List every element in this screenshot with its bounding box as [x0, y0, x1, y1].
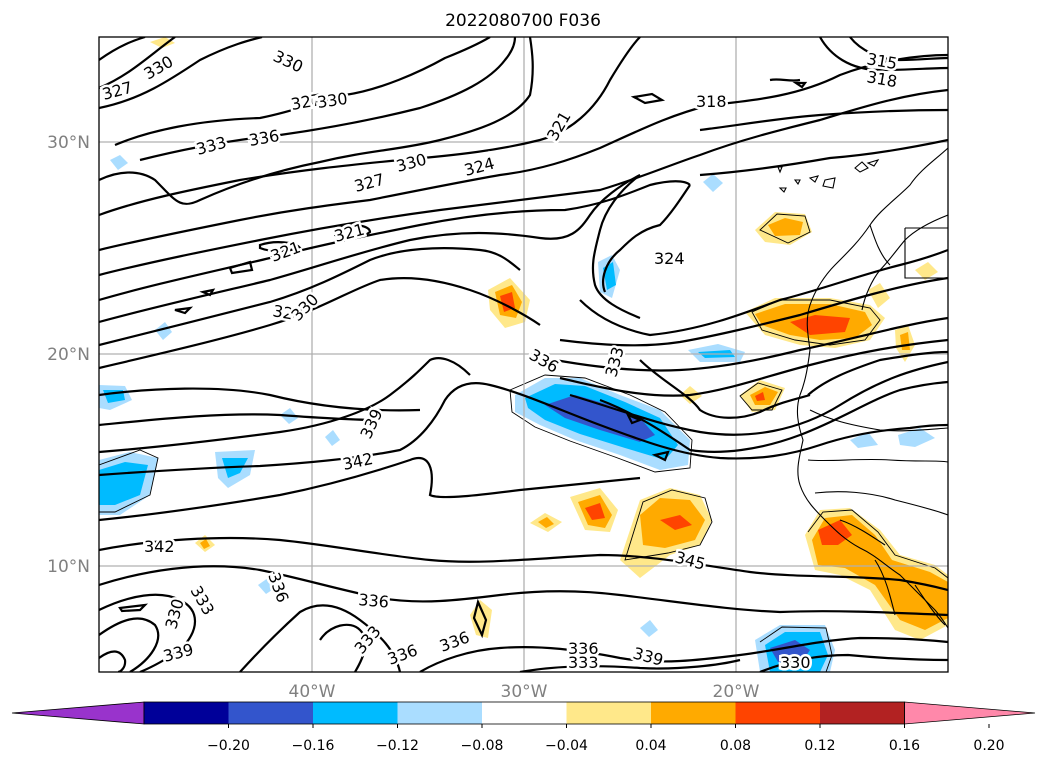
contour-label: 336 — [568, 639, 599, 658]
colorbar-tick-label: 0.08 — [720, 738, 751, 754]
contour-label: 330 — [162, 597, 188, 631]
coastline — [777, 147, 948, 629]
colorbar-segment — [397, 702, 483, 724]
contour-label: 330 — [316, 89, 349, 112]
colorbar-segment — [313, 702, 398, 724]
shaded-regions — [99, 37, 948, 672]
contour-label: 336 — [437, 627, 472, 655]
colorbar-tick-label: −0.20 — [207, 738, 250, 754]
contour-label: 339 — [631, 644, 665, 670]
contour-label: 321 — [332, 220, 366, 246]
lat-tick-label: 30°N — [47, 133, 90, 153]
colorbar-segment — [735, 702, 821, 724]
contour-label: 336 — [358, 590, 390, 612]
contour-label: 327 — [271, 301, 304, 325]
contour-label: 333 — [187, 583, 219, 619]
lon-tick-label: 30°W — [501, 682, 548, 702]
colorbar-extend-low — [11, 701, 145, 725]
lat-tick-label: 20°N — [47, 345, 90, 365]
plot-frame — [98, 36, 949, 673]
contour-label: 318 — [696, 92, 727, 111]
contour-label: 324 — [654, 249, 685, 268]
colorbar-frame — [143, 701, 905, 725]
colorbar: −0.20 −0.16 −0.12 −0.08 −0.04 0.04 0.08 0.12 0.1… — [11, 701, 1036, 754]
contour-label: 336 — [385, 640, 420, 668]
colorbar-segment — [651, 702, 736, 724]
shade-outlines — [99, 213, 948, 672]
chart-title: 2022080700 F036 — [445, 11, 601, 31]
colorbar-tick-label: −0.04 — [545, 738, 588, 754]
contour-labels: 330 327 330 327 330 336 333 330 327 324 … — [98, 44, 902, 675]
lon-tick-label: 20°W — [713, 682, 760, 702]
colorbar-segment — [820, 702, 905, 724]
colorbar-segment — [228, 702, 314, 724]
contour-label: 336 — [247, 126, 280, 150]
contour-label: 333 — [602, 345, 628, 379]
colorbar-segment — [482, 702, 567, 724]
contour-label: 342 — [144, 537, 175, 556]
contour-label: 333 — [194, 133, 228, 159]
contour-label: 318 — [865, 67, 898, 91]
contour-label: 330 — [394, 150, 428, 176]
contour-label: 342 — [341, 449, 375, 474]
colorbar-tick-label: 0.20 — [973, 738, 1004, 754]
colorbar-tick-label: 0.12 — [804, 738, 835, 754]
contour-lines — [99, 37, 948, 672]
colorbar-tick-label: −0.08 — [461, 738, 504, 754]
lon-tick-label: 40°W — [289, 682, 336, 702]
colorbar-tick-label: 0.04 — [635, 738, 666, 754]
contour-label: 336 — [526, 345, 562, 377]
colorbar-extend-high — [904, 701, 1036, 725]
lat-tick-label: 10°N — [47, 557, 90, 577]
contour-label: 330 — [270, 46, 306, 76]
contour-label: 333 — [568, 653, 599, 672]
colorbar-segment — [566, 702, 652, 724]
contour-label: 327 — [352, 170, 386, 196]
contour-label: 339 — [161, 640, 195, 666]
contour-label: 345 — [673, 548, 707, 574]
colorbar-tick-label: 0.16 — [889, 738, 920, 754]
colorbar-tick-label: −0.12 — [376, 738, 419, 754]
contour-label: 330 — [780, 653, 811, 672]
colorbar-tick-label: −0.16 — [292, 738, 335, 754]
colorbar-segment — [144, 702, 229, 724]
